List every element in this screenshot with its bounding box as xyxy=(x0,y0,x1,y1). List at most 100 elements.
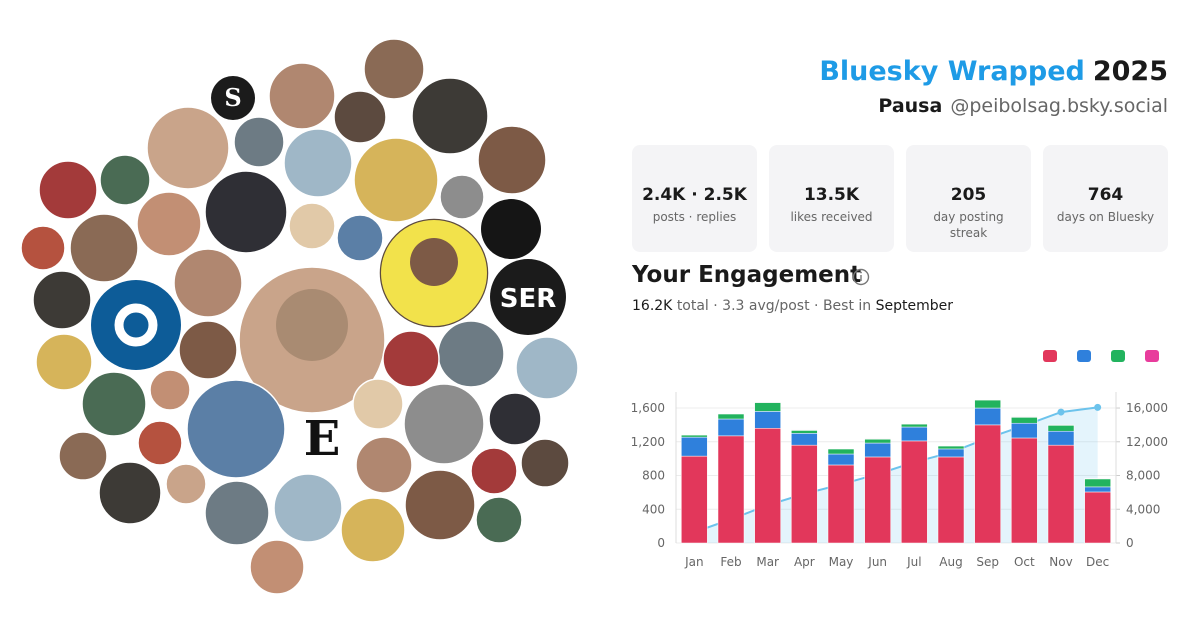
bar-segment xyxy=(717,418,745,437)
y-tick-label: 400 xyxy=(642,502,665,516)
logo-e: E xyxy=(304,411,341,467)
avatar xyxy=(439,174,485,220)
x-tick-label: Nov xyxy=(1049,555,1072,569)
avatar xyxy=(481,199,541,259)
y-tick-label: 1,600 xyxy=(631,401,665,415)
bar-segment xyxy=(754,428,781,544)
x-tick-label: Feb xyxy=(720,555,741,569)
bar-segment xyxy=(791,444,818,544)
avatar xyxy=(69,213,139,283)
avatar xyxy=(488,392,542,446)
avatar xyxy=(382,330,440,388)
avatar xyxy=(149,369,191,411)
bar-segment xyxy=(974,407,1001,426)
logo-ser xyxy=(490,259,566,335)
stat-card: 205 day posting streak xyxy=(906,145,1031,252)
engagement-detail: total · 3.3 avg/post · Best in xyxy=(676,298,872,314)
bar-segment xyxy=(681,434,708,438)
bar-segment xyxy=(901,423,928,428)
bar-segment xyxy=(681,436,708,457)
y2-tick-label: 4,000 xyxy=(1126,502,1160,516)
stat-card: 2.4K · 2.5K posts · replies xyxy=(632,145,757,252)
avatar xyxy=(336,214,384,262)
bar-segment xyxy=(1011,422,1038,439)
avatar xyxy=(249,539,305,595)
x-tick-label: May xyxy=(829,555,854,569)
bar-segment xyxy=(1084,478,1111,488)
bar-segment xyxy=(1011,417,1038,424)
avatar xyxy=(58,431,108,481)
stat-label: posts · replies xyxy=(652,210,737,224)
y-tick-label: 1,200 xyxy=(631,435,665,449)
bar-segment xyxy=(1084,491,1111,544)
legend-icon xyxy=(1111,350,1125,362)
avatar xyxy=(35,333,93,391)
avatar xyxy=(403,383,485,465)
legend-icon xyxy=(1145,350,1159,362)
x-tick-label: Sep xyxy=(976,555,999,569)
bar-segment xyxy=(1047,430,1075,446)
legend-icon xyxy=(1043,350,1057,362)
title-year: 2025 xyxy=(1092,56,1168,87)
line-point xyxy=(1057,408,1065,416)
avatar xyxy=(520,438,570,488)
avatar xyxy=(333,90,387,144)
avatar xyxy=(353,137,439,223)
avatar xyxy=(178,320,238,380)
bar-segment xyxy=(754,411,781,429)
y-tick-label: 800 xyxy=(642,469,665,483)
engagement-summary: 16.2K total · 3.3 avg/post · Best in Sep… xyxy=(632,298,953,314)
bar-segment xyxy=(1011,437,1038,544)
bar-segment xyxy=(974,424,1001,544)
avatar xyxy=(204,480,270,546)
title-brand: Bluesky Wrapped xyxy=(819,56,1085,87)
avatar-face xyxy=(276,289,348,361)
engagement-best: September xyxy=(875,298,954,314)
avatar xyxy=(233,116,285,168)
x-tick-label: Apr xyxy=(794,555,815,569)
avatar xyxy=(273,473,343,543)
line-point xyxy=(1094,403,1102,411)
stat-label: days on Bluesky xyxy=(1056,210,1155,224)
avatar xyxy=(146,106,230,190)
y-tick-label: 0 xyxy=(657,536,665,550)
legend-icon xyxy=(1077,350,1091,362)
logo-s-text: S xyxy=(224,83,241,112)
logo-s xyxy=(211,76,255,120)
bar-segment xyxy=(937,456,965,544)
avatar xyxy=(165,463,207,505)
bar-segment xyxy=(864,456,891,544)
avatar xyxy=(98,461,162,525)
stat-value: 13.5K xyxy=(803,185,860,205)
avatar xyxy=(470,447,518,495)
x-tick-label: Jan xyxy=(684,555,704,569)
bar-segment xyxy=(1047,444,1075,544)
avatar xyxy=(475,496,523,544)
avatar xyxy=(186,379,286,479)
bar-segment xyxy=(864,442,891,458)
stat-card: 13.5K likes received xyxy=(769,145,894,252)
display-name: Pausa xyxy=(878,95,943,117)
avatar xyxy=(136,191,202,257)
avatar xyxy=(515,336,579,400)
y2-tick-label: 16,000 xyxy=(1126,401,1168,415)
title: Bluesky Wrapped 2025 xyxy=(819,56,1168,87)
avatar xyxy=(283,128,353,198)
bar-segment xyxy=(937,445,965,450)
y2-tick-label: 12,000 xyxy=(1126,435,1168,449)
logo-ser-text: SER xyxy=(500,284,557,314)
handle[interactable]: @peibolsag.bsky.social xyxy=(950,95,1168,117)
avatar xyxy=(340,497,406,563)
y2-tick-label: 8,000 xyxy=(1126,469,1160,483)
bar-segment xyxy=(827,448,855,455)
avatar xyxy=(38,160,98,220)
bar-segment xyxy=(717,435,745,544)
stat-value: 2.4K · 2.5K xyxy=(642,185,747,205)
bar-segment xyxy=(864,438,891,444)
bar-segment xyxy=(754,402,781,412)
avatar xyxy=(268,62,336,130)
bar-segment xyxy=(791,433,818,446)
avatar xyxy=(81,371,147,437)
